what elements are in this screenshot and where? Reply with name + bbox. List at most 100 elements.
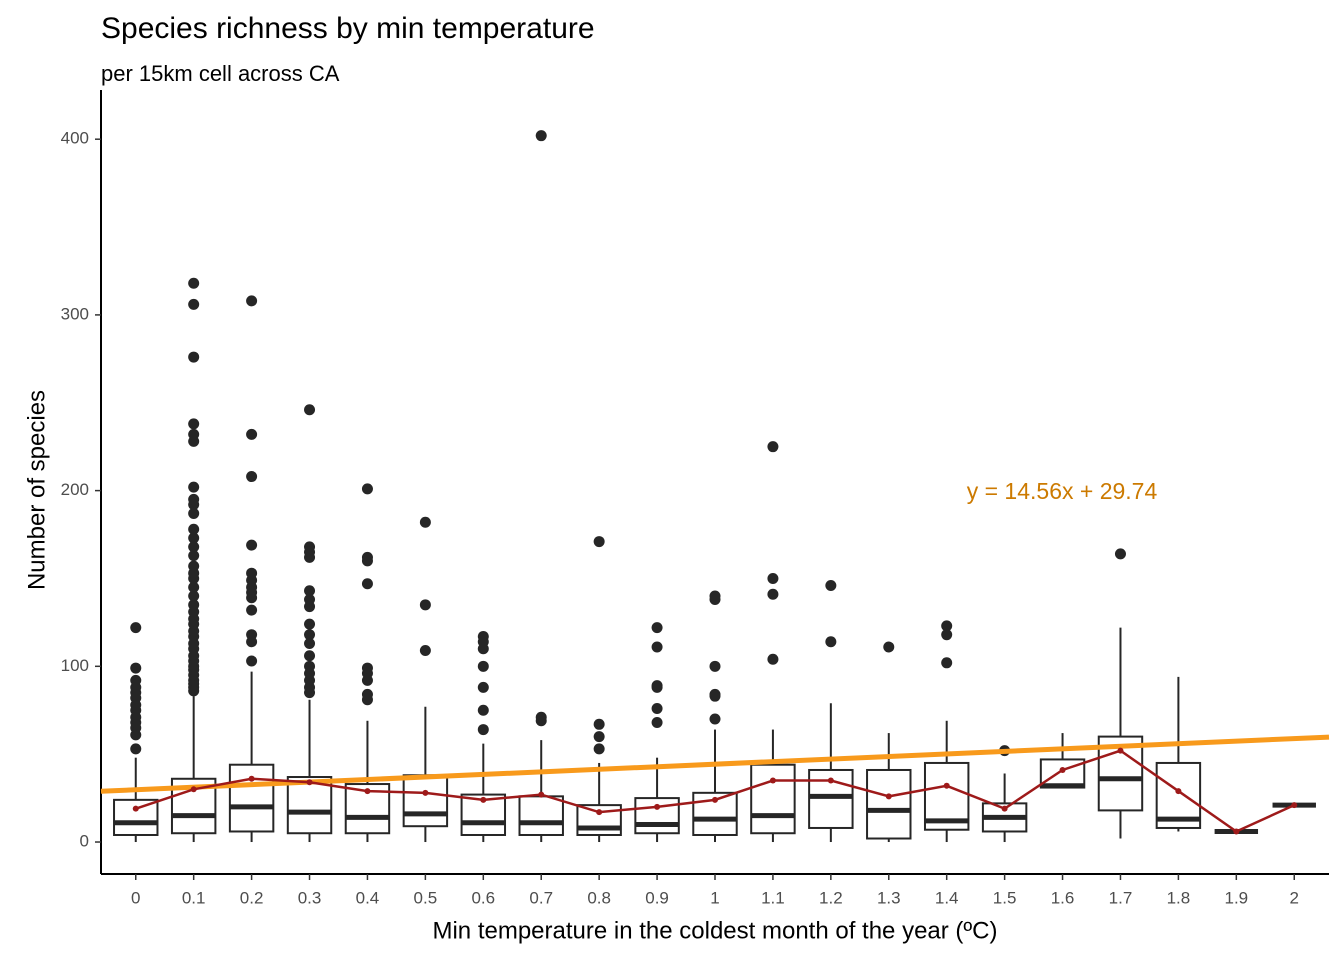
x-axis-title: Min temperature in the coldest month of … [432, 917, 997, 944]
y-tick-label: 0 [80, 832, 89, 851]
outlier [535, 130, 547, 142]
outlier [593, 536, 605, 548]
regression-label: y = 14.56x + 29.74 [967, 478, 1158, 504]
outlier [767, 441, 779, 453]
x-tick-label: 1.2 [819, 888, 843, 907]
outlier [188, 599, 200, 611]
outlier [188, 550, 200, 562]
box [866, 768, 912, 840]
outlier [188, 560, 200, 572]
outlier [941, 629, 953, 641]
outlier [361, 688, 373, 700]
outlier [419, 599, 431, 611]
mean-point [712, 796, 718, 803]
x-tick-label: 1.6 [1051, 888, 1075, 907]
outlier [941, 657, 953, 669]
outlier [246, 567, 258, 579]
mean-point [769, 777, 776, 784]
outlier [130, 743, 142, 755]
x-tick-label: 0.3 [298, 888, 322, 907]
outlier [477, 630, 489, 642]
x-tick-label: 1.1 [761, 888, 785, 907]
outlier [709, 590, 721, 602]
mean-point [943, 782, 950, 789]
y-tick-label: 300 [61, 304, 89, 323]
x-tick-label: 1.5 [993, 888, 1017, 907]
x-tick-label: 0.2 [240, 888, 264, 907]
y-axis-title: Number of species [23, 390, 50, 590]
outlier [477, 660, 489, 672]
mean-point [1001, 805, 1008, 812]
x-tick-label: 1.8 [1167, 888, 1191, 907]
x-tick-label: 0.1 [182, 888, 206, 907]
outlier [709, 660, 721, 672]
y-tick-label: 200 [61, 480, 89, 499]
outlier [188, 298, 200, 310]
outlier [246, 629, 258, 641]
mean-point [1291, 802, 1298, 809]
outlier [130, 662, 142, 674]
outlier [188, 507, 200, 519]
mean-point [480, 796, 487, 803]
box [402, 774, 449, 828]
outlier [767, 588, 779, 600]
x-tick-label: 1.7 [1109, 888, 1133, 907]
outlier [188, 277, 200, 289]
outlier [130, 622, 142, 634]
outlier [651, 622, 663, 634]
mean-point [885, 793, 892, 800]
x-tick-label: 0 [131, 888, 140, 907]
outlier [304, 618, 316, 630]
x-tick-label: 1.4 [935, 888, 959, 907]
x-tick-label: 1.3 [877, 888, 901, 907]
outlier [188, 428, 200, 440]
chart-title: Species richness by min temperature [101, 12, 595, 45]
x-tick-label: 0.6 [471, 888, 495, 907]
outlier [593, 743, 605, 755]
chart-subtitle: per 15km cell across CA [101, 61, 340, 86]
mean-point [538, 791, 545, 798]
outlier [825, 579, 837, 591]
outlier [651, 717, 663, 729]
x-tick-label: 0.4 [356, 888, 380, 907]
outlier [304, 629, 316, 641]
outlier [883, 641, 895, 653]
outlier [535, 711, 547, 723]
outlier [361, 483, 373, 495]
x-tick-label: 1 [710, 888, 719, 907]
mean-point [827, 777, 834, 784]
outlier [477, 704, 489, 716]
outlier [188, 351, 200, 363]
box [518, 795, 564, 836]
outlier [304, 660, 316, 672]
x-tick-label: 0.8 [587, 888, 611, 907]
outlier [188, 481, 200, 493]
outlier [651, 641, 663, 653]
outlier [246, 539, 258, 551]
mean-point [596, 809, 603, 816]
mean-point [132, 805, 139, 812]
outlier [246, 471, 258, 483]
outlier [304, 637, 316, 649]
mean-point [364, 788, 371, 795]
mean-point [248, 775, 255, 782]
outlier [188, 541, 200, 553]
outlier [188, 532, 200, 544]
x-tick-label: 2 [1290, 888, 1299, 907]
outlier [941, 620, 953, 632]
mean-point [1059, 766, 1066, 773]
outlier [246, 428, 258, 440]
mean-point [1175, 788, 1182, 795]
outlier [304, 594, 316, 606]
outlier [593, 718, 605, 730]
outlier [419, 645, 431, 657]
outlier [361, 578, 373, 590]
outlier [188, 493, 200, 505]
outlier [651, 702, 663, 714]
outlier [246, 655, 258, 667]
outlier [304, 585, 316, 597]
box [228, 763, 275, 833]
x-tick-label: 0.5 [414, 888, 438, 907]
outlier [246, 604, 258, 616]
